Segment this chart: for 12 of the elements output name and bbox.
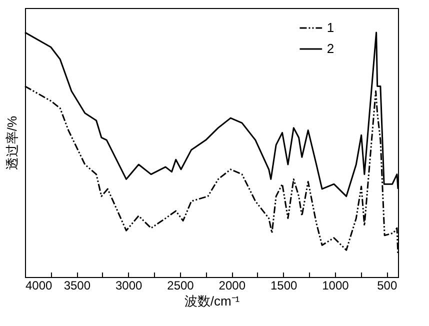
x-tick-label: 500 (377, 278, 398, 292)
x-tick-label: 2500 (167, 278, 194, 292)
x-tick-label: 1500 (270, 278, 298, 292)
legend-label: 1 (326, 20, 334, 35)
x-axis-title: 波数/cm⁻¹ (184, 294, 240, 308)
x-tick-label: 1000 (322, 278, 350, 292)
x-tick-label: 4000 (26, 278, 53, 292)
x-tick-label: 3500 (64, 278, 91, 292)
y-axis-title: 透过率/% (4, 115, 20, 170)
x-tick-label: 3000 (115, 278, 142, 292)
x-tick-label: 2000 (218, 278, 246, 292)
legend-label: 2 (326, 41, 334, 56)
